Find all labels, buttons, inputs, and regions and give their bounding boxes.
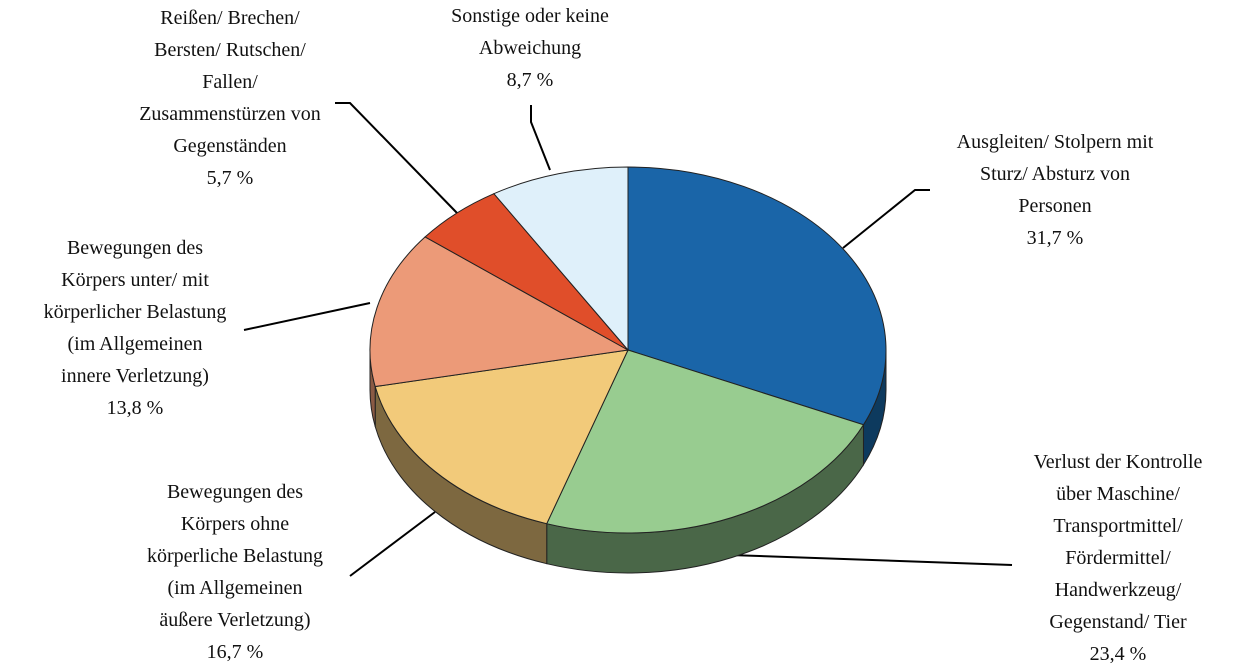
slice-label: Sonstige oder keine Abweichung: [451, 5, 609, 59]
value-label: 13,8 %: [107, 397, 164, 419]
leader-line: [530, 105, 551, 171]
leader-line: [729, 554, 1013, 566]
slice-label: Bewegungen des Körpers ohne körperliche Be…: [147, 481, 323, 631]
leader-line: [842, 189, 930, 249]
value-label: 23,4 %: [1090, 643, 1147, 665]
value-label: 16,7 %: [207, 641, 264, 663]
slice-label: Reißen/ Brechen/Bersten/ Rutschen/Fallen…: [139, 7, 321, 157]
slice: [374, 349, 629, 525]
slice: [546, 349, 865, 534]
slice-label: Ausgleiten/ Stolpern mit Sturz/ Absturz v…: [957, 131, 1154, 217]
slice-label: Verlust der Kontrolle über Maschine/Trans…: [1034, 451, 1203, 633]
leader-line: [349, 511, 436, 577]
leader-line: [243, 302, 371, 331]
leader-line: [335, 102, 458, 214]
value-label: 5,7 %: [207, 167, 254, 189]
leaders: [243, 102, 1013, 577]
value-label: 8,7 %: [507, 69, 554, 91]
pie-sides: [369, 349, 887, 574]
value-label: 31,7 %: [1027, 227, 1084, 249]
pie-tops: [369, 166, 887, 534]
slice: [493, 166, 629, 352]
slice-label: Bewegungen des Körpers unter/ mit körperli…: [44, 237, 227, 387]
slice: [627, 166, 887, 426]
slice: [369, 236, 630, 388]
